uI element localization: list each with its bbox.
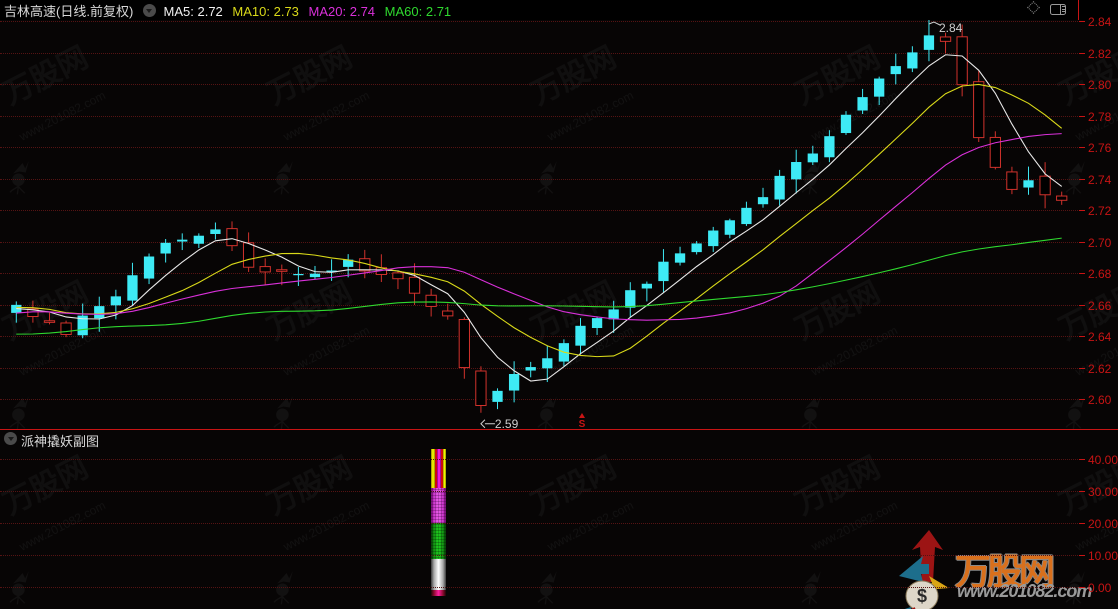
svg-text:$: $ [917, 586, 927, 606]
